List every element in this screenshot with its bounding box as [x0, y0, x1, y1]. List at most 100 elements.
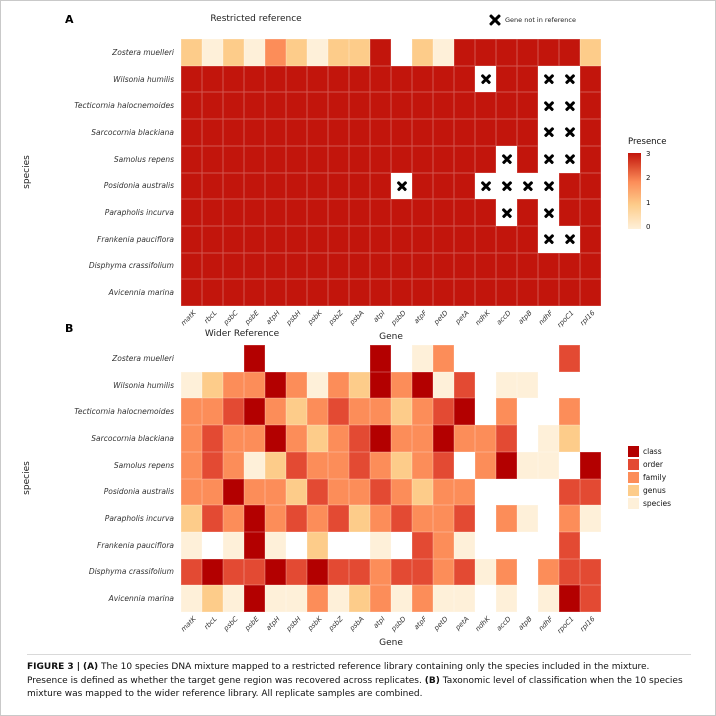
heatmap-cell — [559, 252, 580, 280]
heatmap-cell — [391, 585, 412, 612]
heatmap-cell — [349, 119, 370, 146]
taxon-level-legend: class order family genus species — [628, 445, 671, 510]
heatmap-cell — [517, 451, 538, 479]
heatmap-cell — [223, 478, 244, 506]
heatmap-cell — [370, 451, 391, 479]
heatmap-cell — [202, 345, 223, 372]
caption-divider — [27, 654, 691, 655]
heatmap-cell — [496, 451, 517, 479]
heatmap-cell-gene-missing — [517, 172, 538, 200]
heatmap-cell — [223, 531, 244, 559]
heatmap-cell — [286, 39, 307, 66]
heatmap-cell — [202, 451, 223, 479]
heatmap-cell — [244, 398, 265, 426]
heatmap-cell — [517, 39, 538, 66]
heatmap-cell — [286, 199, 307, 226]
heatmap-cell — [265, 65, 286, 93]
presence-tick-label: 0 — [646, 222, 651, 231]
species-label: Posidonia australis — [103, 181, 174, 191]
heatmap-cell — [349, 558, 370, 586]
heatmap-cell — [496, 65, 517, 93]
panel-a-x-axis-title: Gene — [379, 332, 403, 342]
figure-caption: FIGURE 3 | (A) The 10 species DNA mixtur… — [27, 661, 691, 702]
heatmap-cell — [538, 558, 559, 586]
heatmap-cell — [580, 372, 601, 399]
heatmap-cell — [286, 558, 307, 586]
heatmap-cell — [223, 119, 244, 146]
heatmap-cell — [307, 145, 328, 173]
heatmap-cell — [286, 478, 307, 506]
heatmap-cell — [433, 451, 454, 479]
heatmap-cell — [370, 371, 391, 399]
heatmap-cell — [454, 478, 475, 506]
heatmap-cell — [454, 452, 475, 479]
heatmap-cell — [265, 225, 286, 253]
heatmap-cell — [412, 398, 433, 426]
x-mark-icon — [543, 180, 554, 191]
heatmap-cell — [412, 119, 433, 146]
heatmap-cell — [265, 119, 286, 146]
x-mark-icon — [501, 207, 512, 218]
x-mark-icon — [501, 154, 512, 165]
heatmap-cell — [475, 252, 496, 280]
heatmap-cell — [370, 92, 391, 120]
heatmap-cell — [223, 505, 244, 532]
heatmap-cell — [307, 252, 328, 280]
heatmap-cell — [349, 532, 370, 559]
heatmap-cell — [307, 531, 328, 559]
heatmap-cell — [181, 252, 202, 280]
heatmap-cell — [559, 585, 580, 612]
heatmap-cell — [538, 505, 559, 532]
heatmap-cell — [286, 585, 307, 612]
heatmap-cell-gene-missing — [496, 172, 517, 200]
heatmap-cell — [223, 199, 244, 226]
legend-swatch — [628, 498, 639, 509]
heatmap-cell — [286, 279, 307, 306]
species-label: Sarcocornia blackiana — [91, 433, 174, 443]
heatmap-cell — [286, 345, 307, 372]
heatmap-cell — [307, 451, 328, 479]
heatmap-cell — [349, 505, 370, 532]
heatmap-cell-gene-missing — [391, 172, 412, 200]
heatmap-cell — [433, 585, 454, 612]
heatmap-cell — [265, 199, 286, 226]
heatmap-cell — [265, 92, 286, 120]
heatmap-cell — [181, 279, 202, 306]
heatmap-cell — [454, 39, 475, 66]
heatmap-cell — [370, 252, 391, 280]
heatmap-cell — [559, 478, 580, 506]
heatmap-cell — [328, 425, 349, 452]
x-mark-icon — [564, 234, 575, 245]
heatmap-cell — [181, 398, 202, 426]
presence-gradient-bar — [628, 153, 641, 229]
heatmap-cell — [307, 398, 328, 426]
heatmap-cell — [538, 372, 559, 399]
heatmap-cell — [244, 558, 265, 586]
caption-a-marker: (A) — [82, 662, 99, 672]
heatmap-cell — [223, 398, 244, 426]
heatmap-cell — [538, 585, 559, 612]
heatmap-cell — [559, 425, 580, 452]
heatmap-cell — [454, 558, 475, 586]
heatmap-cell — [496, 92, 517, 120]
presence-legend-title: Presence — [628, 137, 667, 147]
heatmap-cell — [391, 371, 412, 399]
heatmap-cell — [265, 478, 286, 506]
heatmap-cell — [496, 279, 517, 306]
heatmap-cell — [433, 145, 454, 173]
heatmap-cell — [454, 531, 475, 559]
heatmap-cell — [496, 585, 517, 612]
heatmap-cell — [517, 398, 538, 425]
heatmap-cell — [391, 119, 412, 146]
legend-swatch — [628, 472, 639, 483]
heatmap-cell — [328, 119, 349, 146]
heatmap-cell — [433, 398, 454, 426]
heatmap-cell — [370, 199, 391, 226]
heatmap-cell — [433, 425, 454, 452]
heatmap-cell — [307, 585, 328, 612]
heatmap-cell — [244, 39, 265, 66]
heatmap-cell — [328, 92, 349, 120]
heatmap-cell — [265, 172, 286, 200]
presence-legend: Presence 3 2 1 0 — [628, 137, 667, 231]
